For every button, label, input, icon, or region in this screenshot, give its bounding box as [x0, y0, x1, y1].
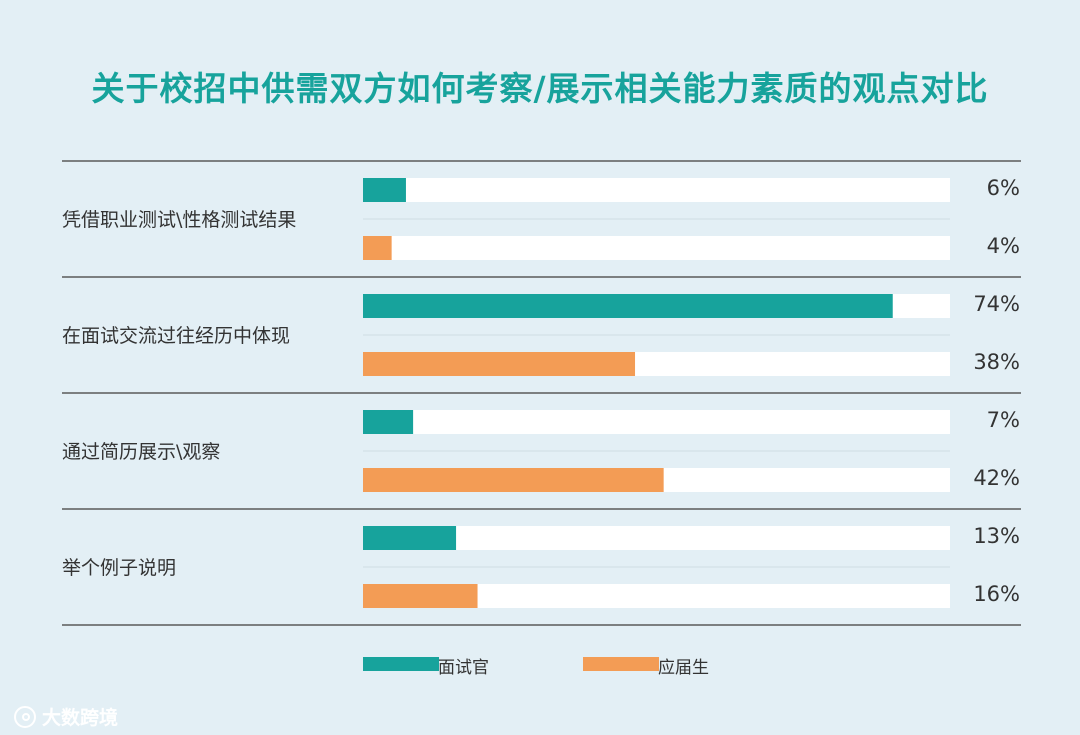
- category-label: 通过简历展示\观察: [62, 441, 221, 463]
- legend-label-interviewer: 面试官: [438, 658, 489, 678]
- bar-interviewer: [363, 410, 414, 434]
- bar-graduate: [363, 584, 478, 608]
- watermark-text: 大数跨境: [42, 707, 119, 729]
- bar-track: [363, 410, 950, 434]
- legend-label-graduate: 应届生: [658, 658, 709, 678]
- bar-track: [363, 178, 950, 202]
- bar-interviewer: [363, 526, 457, 550]
- value-label: 38%: [973, 350, 1020, 374]
- value-label: 42%: [973, 466, 1020, 490]
- legend-swatch-interviewer: [363, 657, 439, 671]
- value-label: 13%: [973, 524, 1020, 548]
- legend-swatch-graduate: [583, 657, 659, 671]
- bar-track: [363, 526, 950, 550]
- value-label: 16%: [973, 582, 1020, 606]
- category-label: 举个例子说明: [62, 557, 177, 579]
- bar-graduate: [363, 236, 392, 260]
- category-label: 凭借职业测试\性格测试结果: [62, 209, 297, 231]
- logo-icon: [14, 705, 36, 728]
- bar-interviewer: [363, 294, 893, 318]
- value-label: 74%: [973, 292, 1020, 316]
- bar-interviewer: [363, 178, 406, 202]
- bar-graduate: [363, 468, 664, 492]
- bar-graduate: [363, 352, 636, 376]
- category-label: 在面试交流过往经历中体现: [62, 325, 291, 347]
- value-label: 7%: [986, 408, 1020, 432]
- bar-track: [363, 236, 950, 260]
- value-label: 4%: [986, 234, 1020, 258]
- value-label: 6%: [986, 176, 1020, 200]
- chart-title: 关于校招中供需双方如何考察/展示相关能力素质的观点对比: [91, 69, 989, 108]
- watermark: 大数跨境: [14, 703, 118, 730]
